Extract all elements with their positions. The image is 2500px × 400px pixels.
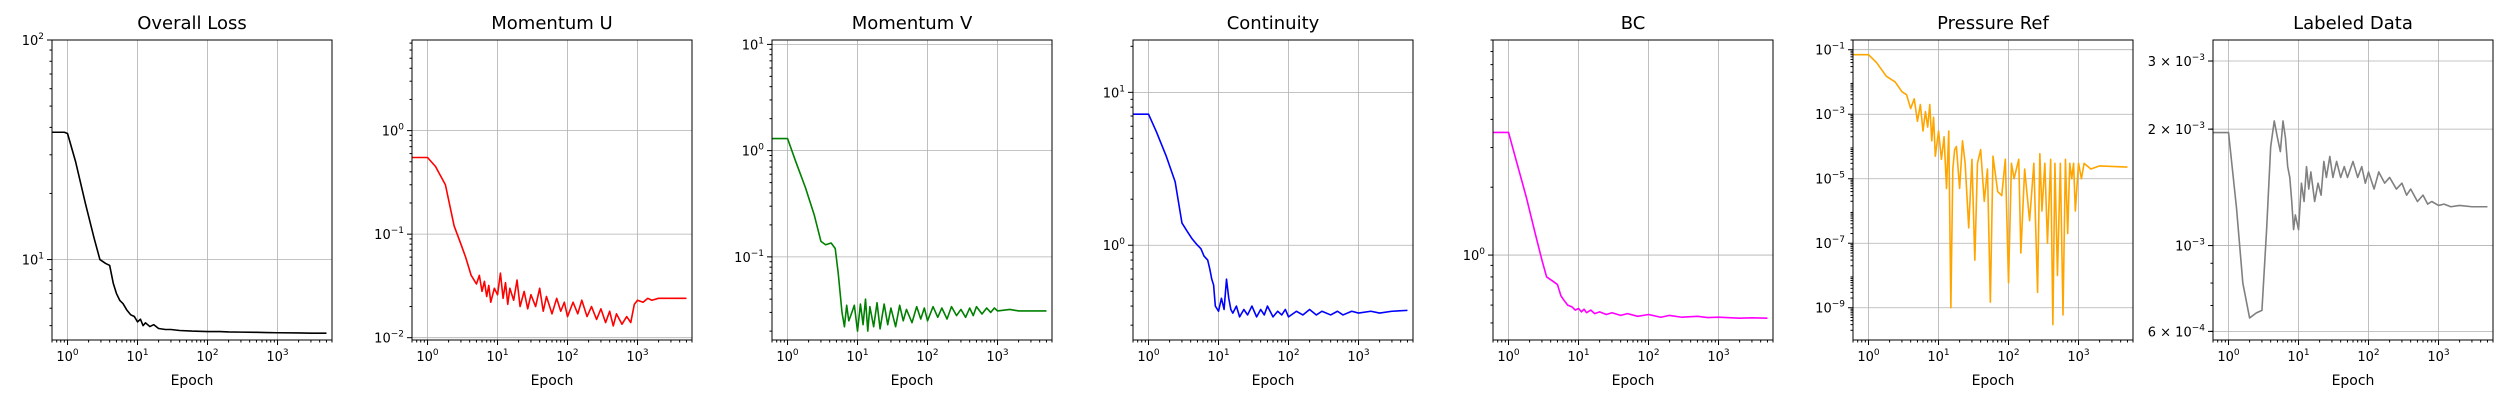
x-axis-label: Epoch [2332, 373, 2375, 389]
x-tick-label: 100 [2217, 348, 2240, 365]
y-tick-label: 10−1 [374, 226, 404, 243]
x-tick-label: 103 [626, 348, 648, 365]
x-tick-label: 101 [1927, 348, 1949, 365]
x-tick-label: 102 [2357, 348, 2379, 365]
y-tick-label: 100 [742, 143, 765, 160]
plot-frame [1492, 39, 1774, 341]
x-tick-label: 100 [56, 348, 79, 365]
x-axis-label: Epoch [531, 373, 574, 389]
x-tick-label: 102 [1637, 348, 1659, 365]
x-tick-label: 103 [1347, 348, 1369, 365]
chart-panel-4: 100 101 102 103 100 101 Continuity Epoch [1103, 13, 1414, 389]
x-tick-label: 102 [556, 348, 578, 365]
plot-frame [2212, 39, 2494, 341]
x-tick-label: 103 [986, 348, 1008, 365]
y-tick-label: 10−3 [2175, 238, 2205, 255]
x-tick-label: 103 [2427, 348, 2449, 365]
x-tick-label: 100 [1857, 348, 1880, 365]
x-tick-label: 100 [1497, 348, 1520, 365]
x-tick-label: 103 [266, 348, 288, 365]
y-tick-label: 101 [22, 252, 44, 269]
chart-panel-7: 100 101 102 103 6 × 10−4 10−3 2 × 10−3 3 × 10−3… [2148, 13, 2494, 389]
y-tick-label: 10−1 [734, 249, 764, 266]
x-tick-label: 100 [1137, 348, 1160, 365]
series-line [412, 156, 687, 327]
x-tick-label: 100 [416, 348, 439, 365]
y-tick-label: 101 [1103, 84, 1125, 101]
chart-panel-6: 100 101 102 103 10−9 10−7 10−5 10−3 10−1 Pressure… [1815, 13, 2134, 389]
x-tick-label: 101 [486, 348, 508, 365]
x-tick-label: 103 [1707, 348, 1729, 365]
y-tick-label: 10−9 [1815, 300, 1845, 317]
series-line [772, 137, 1047, 332]
x-axis-label: Epoch [1612, 373, 1655, 389]
series-line [52, 131, 327, 334]
chart-title: Momentum V [852, 13, 973, 34]
series-line [1133, 113, 1408, 318]
chart-title: Overall Loss [137, 13, 247, 34]
y-tick-label: 100 [382, 123, 405, 140]
x-tick-label: 101 [126, 348, 148, 365]
chart-panel-2: 100 101 102 103 10−2 10−1 100 Momentum U Epoch [374, 13, 693, 389]
x-tick-label: 102 [196, 348, 218, 365]
chart-title: Continuity [1227, 13, 1320, 34]
y-tick-label: 100 [1103, 237, 1126, 254]
y-tick-label: 101 [742, 36, 764, 53]
y-tick-label: 102 [22, 32, 44, 49]
x-tick-label: 103 [2067, 348, 2089, 365]
y-tick-label: 10−7 [1815, 235, 1845, 252]
plot-frame [1852, 39, 2134, 341]
x-axis-label: Epoch [1972, 373, 2015, 389]
x-tick-label: 100 [776, 348, 799, 365]
chart-panel-5: 100 101 102 103 100 BC Epoch [1463, 13, 1774, 389]
x-tick-label: 101 [1207, 348, 1229, 365]
series-line [1853, 53, 2128, 326]
x-tick-label: 102 [1997, 348, 2019, 365]
y-tick-label: 10−5 [1815, 171, 1845, 188]
y-tick-label: 10−3 [1815, 106, 1845, 123]
series-line [1493, 131, 1768, 319]
plot-frame [411, 39, 693, 341]
plot-frame [51, 39, 333, 341]
x-axis-label: Epoch [1252, 373, 1295, 389]
y-tick-label: 2 × 10−3 [2148, 121, 2205, 138]
chart-panel-1: 100 101 102 103 101 102 Overall Loss Epoch [22, 13, 333, 389]
y-tick-label: 10−1 [1815, 42, 1845, 59]
y-tick-label: 6 × 10−4 [2148, 323, 2206, 340]
x-tick-label: 102 [916, 348, 938, 365]
chart-title: BC [1621, 13, 1646, 34]
plot-frame [771, 39, 1053, 341]
x-tick-label: 101 [846, 348, 868, 365]
plot-frame [1132, 39, 1414, 341]
series-line [2213, 120, 2488, 319]
x-tick-label: 102 [1277, 348, 1299, 365]
y-tick-label: 100 [1463, 247, 1486, 264]
y-tick-label: 3 × 10−3 [2148, 53, 2205, 70]
chart-title: Pressure Ref [1937, 13, 2049, 34]
x-tick-label: 101 [1567, 348, 1589, 365]
x-axis-label: Epoch [171, 373, 214, 389]
y-tick-label: 10−2 [374, 330, 404, 347]
chart-title: Labeled Data [2293, 13, 2413, 34]
chart-panel-3: 100 101 102 103 10−1 100 101 Momentum V Epoch [734, 13, 1053, 389]
x-tick-label: 101 [2287, 348, 2309, 365]
chart-title: Momentum U [491, 13, 612, 34]
x-axis-label: Epoch [891, 373, 934, 389]
